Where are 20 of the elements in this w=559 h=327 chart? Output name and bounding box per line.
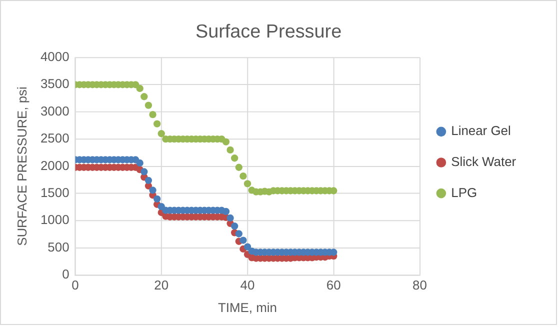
x-tick-label: 0 [72, 277, 79, 292]
y-tick-label: 4000 [40, 49, 70, 64]
x-tick-label: 20 [154, 277, 169, 292]
y-tick-label: 2000 [40, 158, 70, 173]
legend-label: Linear Gel [451, 123, 511, 138]
y-tick-label: 3000 [40, 103, 70, 118]
x-tick-label: 80 [412, 277, 427, 292]
y-tick-label: 500 [48, 239, 70, 254]
x-tick-label: 40 [240, 277, 255, 292]
y-axis-title: SURFACE PRESSURE, psi [14, 86, 30, 246]
chart-title: Surface Pressure [195, 21, 342, 42]
x-axis-title: TIME, min [218, 300, 277, 315]
legend-label: Slick Water [451, 154, 517, 170]
y-tick-label: 3500 [40, 76, 70, 92]
y-tick-label: 2500 [40, 130, 70, 146]
y-tick-label: 1000 [40, 212, 70, 228]
x-tick-label: 60 [326, 277, 341, 292]
y-tick-label: 0 [62, 266, 70, 282]
y-tick-label: 1500 [40, 185, 70, 200]
legend-label: LPG [451, 184, 478, 200]
